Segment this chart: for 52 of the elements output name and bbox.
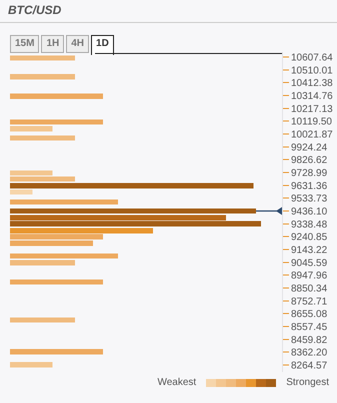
bar bbox=[10, 221, 261, 226]
bar bbox=[10, 126, 53, 132]
text: 4H bbox=[66, 35, 90, 53]
y-tick-label: 8459.82 bbox=[291, 334, 328, 346]
y-tick-label: 8557.45 bbox=[291, 322, 328, 333]
bar bbox=[10, 135, 76, 141]
y-tick-label: 10510.01 bbox=[291, 65, 334, 76]
y-tick-label: 9924.24 bbox=[291, 142, 328, 154]
text: Weakest bbox=[157, 377, 196, 388]
bar bbox=[10, 176, 76, 182]
y-tick-label: 9338.48 bbox=[291, 219, 328, 230]
y-tick-label: 8850.34 bbox=[291, 283, 328, 294]
bar bbox=[10, 55, 76, 61]
y-tick-label: 10217.13 bbox=[291, 104, 334, 115]
y-tick-label: 8752.71 bbox=[291, 296, 328, 308]
y-tick-label: 10412.38 bbox=[291, 78, 334, 90]
text: Strongest bbox=[286, 377, 329, 388]
bar bbox=[10, 317, 76, 323]
y-tick-label: 8655.08 bbox=[291, 309, 328, 320]
bar bbox=[10, 260, 76, 266]
y-tick-label: 9826.62 bbox=[291, 155, 328, 166]
bar bbox=[10, 94, 103, 99]
text: 1D bbox=[91, 35, 114, 55]
y-tick-label: 9240.85 bbox=[291, 232, 328, 244]
bar bbox=[10, 74, 76, 80]
bar bbox=[10, 279, 103, 285]
text: 1H bbox=[41, 35, 64, 53]
y-tick-label: 10119.50 bbox=[291, 116, 332, 128]
bar bbox=[10, 119, 103, 125]
y-tick-label: 10314.76 bbox=[291, 91, 334, 102]
y-tick-label: 9143.22 bbox=[291, 244, 328, 256]
text: 15M bbox=[10, 35, 40, 53]
bar bbox=[10, 228, 154, 234]
bar bbox=[10, 199, 118, 205]
y-tick-label: 10021.87 bbox=[291, 130, 334, 141]
y-tick-label: 8362.20 bbox=[291, 348, 328, 359]
bar bbox=[10, 253, 118, 259]
bar bbox=[10, 362, 53, 368]
y-tick-label: 8264.57 bbox=[291, 360, 328, 372]
y-tick-label: 9436.10 bbox=[291, 206, 328, 218]
bar bbox=[10, 170, 53, 176]
y-tick-label: 9533.73 bbox=[291, 194, 328, 205]
bar bbox=[10, 349, 103, 354]
y-tick-label: 9631.36 bbox=[291, 180, 328, 192]
y-tick-label: 9728.99 bbox=[291, 168, 328, 180]
y-tick-label: 10607.64 bbox=[291, 52, 334, 64]
bar bbox=[10, 189, 33, 195]
y-tick-label: 8947.96 bbox=[291, 270, 328, 282]
bar bbox=[10, 183, 254, 188]
chart-title: BTC/USD bbox=[8, 3, 62, 17]
bar bbox=[10, 215, 226, 220]
y-tick-label: 9045.59 bbox=[291, 258, 328, 269]
